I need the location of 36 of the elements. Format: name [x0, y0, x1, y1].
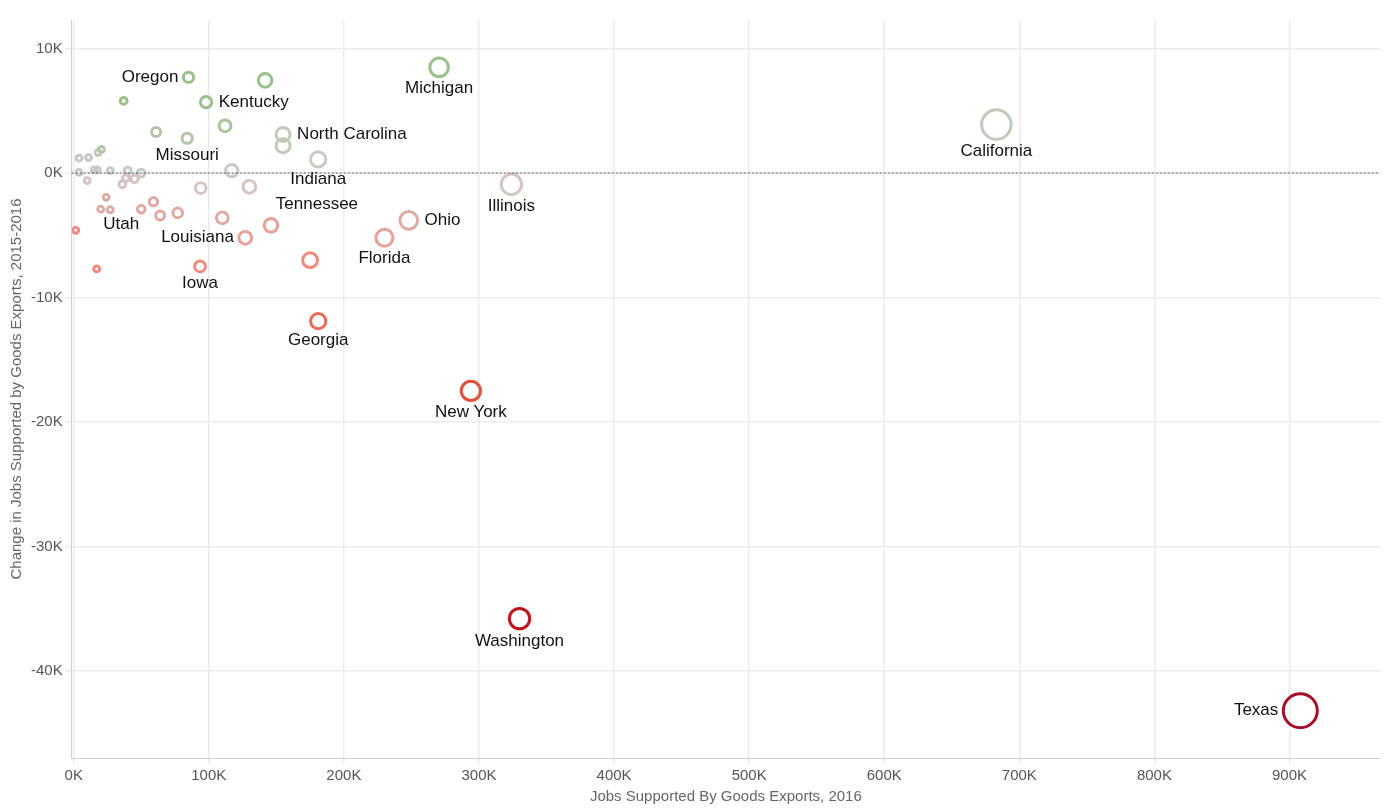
annotation: Florida — [358, 247, 411, 267]
annotation: Georgia — [287, 330, 349, 350]
annotation: Iowa — [182, 273, 219, 293]
y-tick-label: -30K — [31, 536, 63, 554]
x-tick-label: 900K — [1271, 766, 1308, 784]
y-axis-title: Change in Jobs Supported by Goods Exports, 2015-2016 — [7, 198, 25, 580]
x-tick-label: 400K — [596, 766, 632, 784]
x-tick-label: 200K — [326, 766, 362, 784]
annotation: Indiana — [290, 168, 347, 188]
annotation: California — [960, 140, 1033, 160]
y-tick-label: -10K — [31, 287, 63, 305]
annotation: New York — [434, 402, 508, 422]
y-tick-label: -40K — [31, 661, 63, 679]
annotation: Ohio — [424, 210, 461, 230]
annotation: Texas — [1233, 700, 1279, 720]
x-tick-label: 500K — [731, 766, 767, 784]
annotation: Oregon — [121, 66, 179, 86]
annotation: North Carolina — [297, 124, 408, 144]
x-tick-label: 700K — [1001, 766, 1037, 784]
x-tick-label: 0K — [64, 766, 83, 784]
y-tick-label: 10K — [35, 38, 63, 56]
annotation: Washington — [474, 630, 565, 650]
annotation: Illinois — [487, 196, 536, 216]
x-tick-label: 300K — [461, 766, 497, 784]
x-tick-label: 800K — [1136, 766, 1172, 784]
annotation: Missouri — [155, 145, 219, 165]
x-tick-label: 100K — [191, 766, 227, 784]
annotation: Louisiana — [161, 227, 235, 247]
x-axis-title: Jobs Supported By Goods Exports, 2016 — [589, 787, 862, 805]
y-tick-label: -20K — [31, 412, 63, 430]
y-tick-label: 0K — [44, 163, 63, 181]
annotation: Tennessee — [275, 194, 359, 214]
annotation: Utah — [103, 214, 140, 234]
x-tick-label: 600K — [866, 766, 902, 784]
annotation: Michigan — [405, 78, 474, 98]
annotation: Kentucky — [218, 91, 290, 111]
